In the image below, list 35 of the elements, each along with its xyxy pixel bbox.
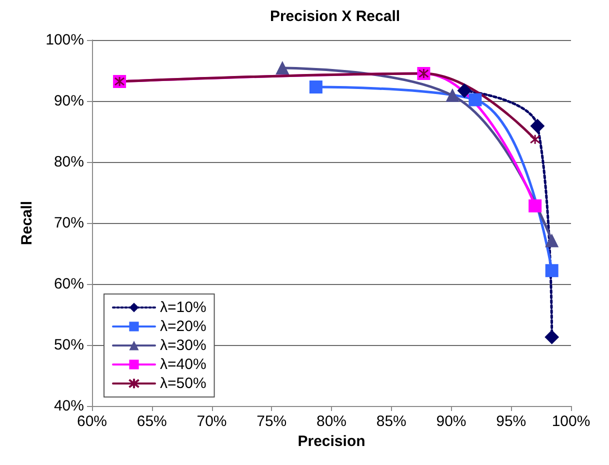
point [545, 264, 558, 278]
legend-label: λ=10% [160, 299, 206, 316]
y-tick-label: 70% [54, 214, 84, 232]
legend-label: λ=40% [160, 356, 206, 373]
y-tick-label: 50% [54, 336, 84, 354]
x-tick-label: 85% [376, 413, 406, 430]
x-tick-label: 90% [436, 413, 466, 430]
legend-label: λ=30% [160, 337, 206, 354]
x-tick-label: 95% [496, 413, 526, 430]
y-tick-label: 60% [54, 276, 84, 292]
x-tick-label: 60% [76, 413, 108, 430]
point [544, 330, 559, 344]
x-tick-label: 100% [552, 413, 590, 430]
point [468, 93, 482, 106]
point [545, 234, 558, 248]
y-axis-title: Recall [18, 200, 36, 246]
x-tick-label: 65% [136, 413, 167, 430]
point [457, 84, 472, 98]
x-tick-label: 75% [256, 413, 287, 430]
y-tick-label: 40% [54, 398, 84, 414]
legend-label: λ=50% [160, 375, 206, 392]
x-tick-label: 80% [316, 413, 347, 430]
point [530, 134, 540, 145]
y-tick-label: 80% [54, 154, 84, 170]
x-axis-title: Precision [298, 432, 366, 450]
point [309, 80, 322, 94]
y-tick-label: 90% [54, 92, 84, 110]
legend-label: λ=20% [160, 318, 206, 335]
point [528, 199, 542, 212]
chart-title: Precision X Recall [270, 8, 400, 25]
x-tick-label: 70% [196, 413, 227, 430]
point [446, 89, 459, 102]
point [276, 62, 289, 75]
y-tick-label: 100% [46, 32, 84, 48]
point [530, 119, 544, 134]
